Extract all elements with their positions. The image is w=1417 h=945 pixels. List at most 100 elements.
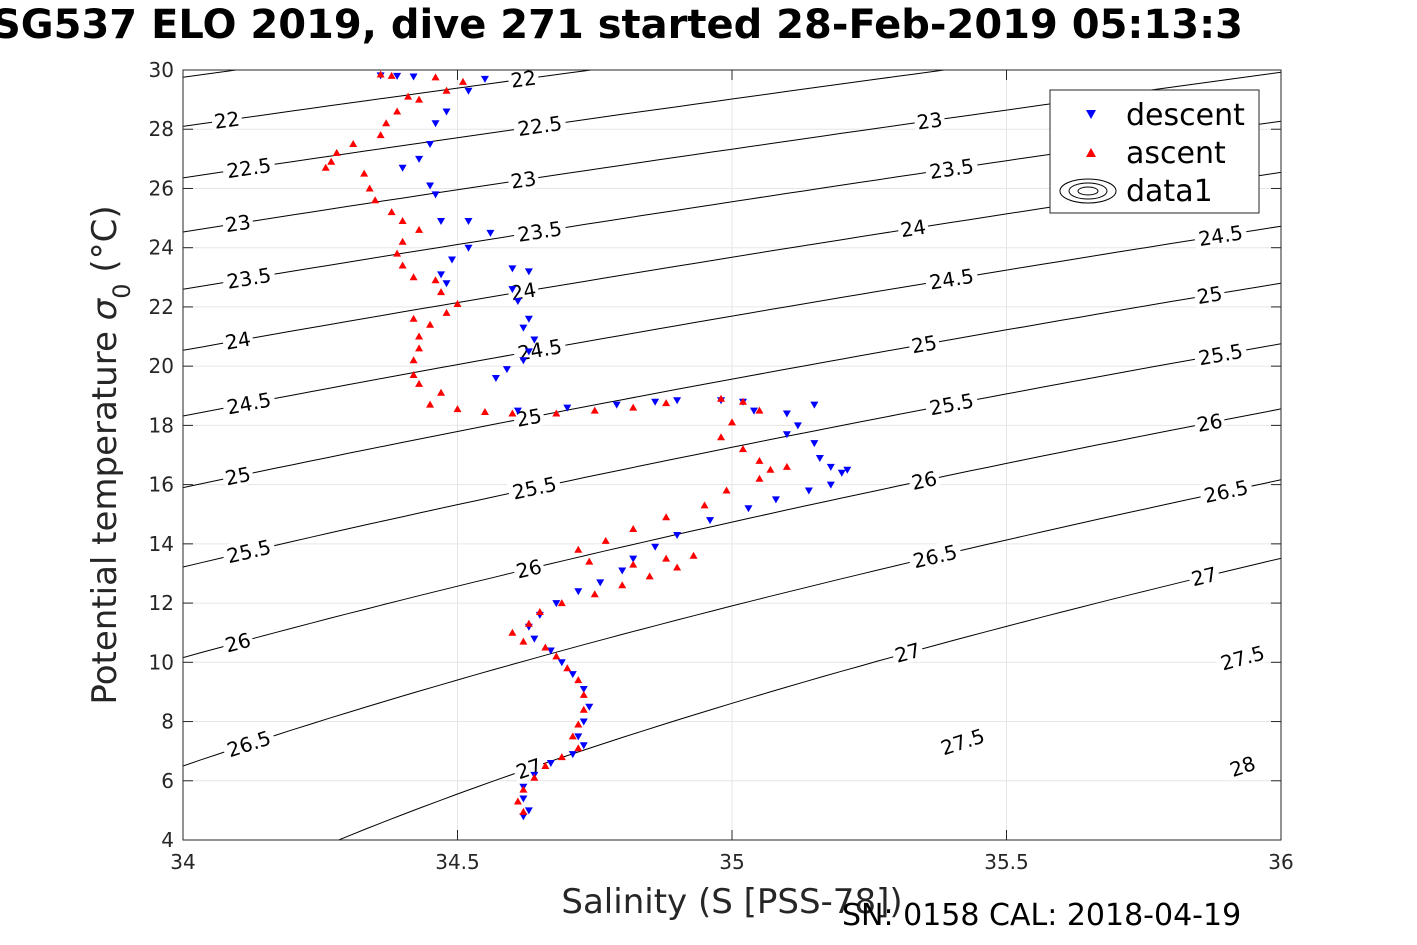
legend-marker-ascent xyxy=(1086,148,1096,157)
ascent-point xyxy=(673,563,682,571)
ascent-point xyxy=(766,465,775,473)
descent-point xyxy=(579,685,588,693)
ascent-point xyxy=(782,462,791,470)
contour-label: 25 xyxy=(907,329,941,358)
descent-point xyxy=(393,72,402,80)
contour-label: 22 xyxy=(506,65,540,93)
ascent-point xyxy=(541,643,550,651)
y-tick-label: 30 xyxy=(149,58,174,82)
ascent-point xyxy=(530,773,539,781)
legend-marker-data1 xyxy=(1059,178,1117,204)
ascent-point xyxy=(563,664,572,672)
descent-point xyxy=(673,397,682,405)
ascent-point xyxy=(360,169,369,177)
x-tick-label: 35.5 xyxy=(984,850,1029,874)
ascent-point xyxy=(557,599,566,607)
ascent-point xyxy=(376,131,385,139)
svg-text:25: 25 xyxy=(1195,281,1224,309)
svg-text:24: 24 xyxy=(223,327,252,355)
data-series xyxy=(321,70,852,821)
ascent-point xyxy=(717,394,726,402)
x-tick-label: 36 xyxy=(1268,850,1293,874)
descent-point xyxy=(651,543,660,551)
svg-text:26: 26 xyxy=(909,466,939,495)
y-axis-label-sigma: σ xyxy=(85,297,125,320)
descent-point xyxy=(513,407,522,415)
ascent-point xyxy=(662,513,671,521)
descent-point xyxy=(524,315,533,323)
contour-label: 22 xyxy=(210,106,244,134)
descent-point xyxy=(706,517,715,525)
ascent-point xyxy=(415,344,424,352)
y-tick-label: 12 xyxy=(149,591,174,615)
descent-point xyxy=(552,600,561,608)
contour-label: 23 xyxy=(506,165,540,194)
svg-text:26: 26 xyxy=(514,554,544,583)
svg-text:25: 25 xyxy=(910,330,939,358)
svg-text:25: 25 xyxy=(223,462,253,491)
ascent-point xyxy=(431,276,440,284)
ascent-point xyxy=(387,71,396,79)
y-tick-label: 10 xyxy=(149,650,174,674)
ascent-point xyxy=(717,433,726,441)
contour-label: 22.5 xyxy=(221,152,277,183)
ascent-point xyxy=(590,590,599,598)
y-tick-label: 26 xyxy=(149,176,174,200)
y-tick-label: 14 xyxy=(149,532,174,556)
x-tick-label: 34 xyxy=(170,850,195,874)
contour-line xyxy=(183,282,1281,489)
ascent-point xyxy=(585,557,594,565)
descent-point xyxy=(579,718,588,726)
descent-point xyxy=(442,108,451,116)
contour-label: 24 xyxy=(896,214,930,242)
contour-line xyxy=(183,343,1281,568)
descent-point xyxy=(431,120,440,128)
contour-label: 26 xyxy=(907,465,941,495)
descent-point xyxy=(519,324,528,332)
ascent-point xyxy=(541,761,550,769)
ascent-point xyxy=(387,208,396,216)
ascent-point xyxy=(557,753,566,761)
descent-point xyxy=(563,404,572,412)
descent-point xyxy=(804,487,813,495)
descent-point xyxy=(442,280,451,288)
y-tick-label: 16 xyxy=(149,473,174,497)
x-tick-label: 34.5 xyxy=(435,850,480,874)
contour-line xyxy=(337,557,1281,840)
ascent-point xyxy=(738,445,747,453)
ascent-point xyxy=(442,308,451,316)
descent-point xyxy=(771,496,780,504)
y-axis-label: Potential temperature σ0 (°C) xyxy=(85,205,136,704)
ascent-point xyxy=(398,237,407,245)
legend-box xyxy=(1049,89,1260,214)
ascent-point xyxy=(458,77,467,85)
descent-point xyxy=(426,182,435,190)
contour-label: 26 xyxy=(1192,408,1227,437)
descent-point xyxy=(749,407,758,415)
ascent-point xyxy=(552,409,561,417)
descent-point xyxy=(793,422,802,430)
descent-point xyxy=(519,813,528,821)
ascent-point xyxy=(327,157,336,165)
contour-line xyxy=(183,70,241,78)
descent-point xyxy=(782,410,791,418)
descent-point xyxy=(524,268,533,276)
ascent-point xyxy=(552,652,561,660)
ascent-point xyxy=(508,409,517,417)
descent-point xyxy=(618,567,627,575)
legend-marker-descent xyxy=(1086,110,1096,119)
ascent-point xyxy=(618,581,627,589)
x-tick-label: 35 xyxy=(719,850,744,874)
ascent-point xyxy=(415,225,424,233)
ascent-point xyxy=(579,705,588,713)
ascent-point xyxy=(453,405,462,413)
contour-line xyxy=(183,408,1281,659)
descent-point xyxy=(508,286,517,294)
ascent-point xyxy=(415,95,424,103)
descent-point xyxy=(437,271,446,279)
ascent-point xyxy=(574,676,583,684)
descent-point xyxy=(574,733,583,741)
descent-point xyxy=(826,481,835,489)
descent-point xyxy=(744,505,753,513)
descent-point xyxy=(579,742,588,750)
